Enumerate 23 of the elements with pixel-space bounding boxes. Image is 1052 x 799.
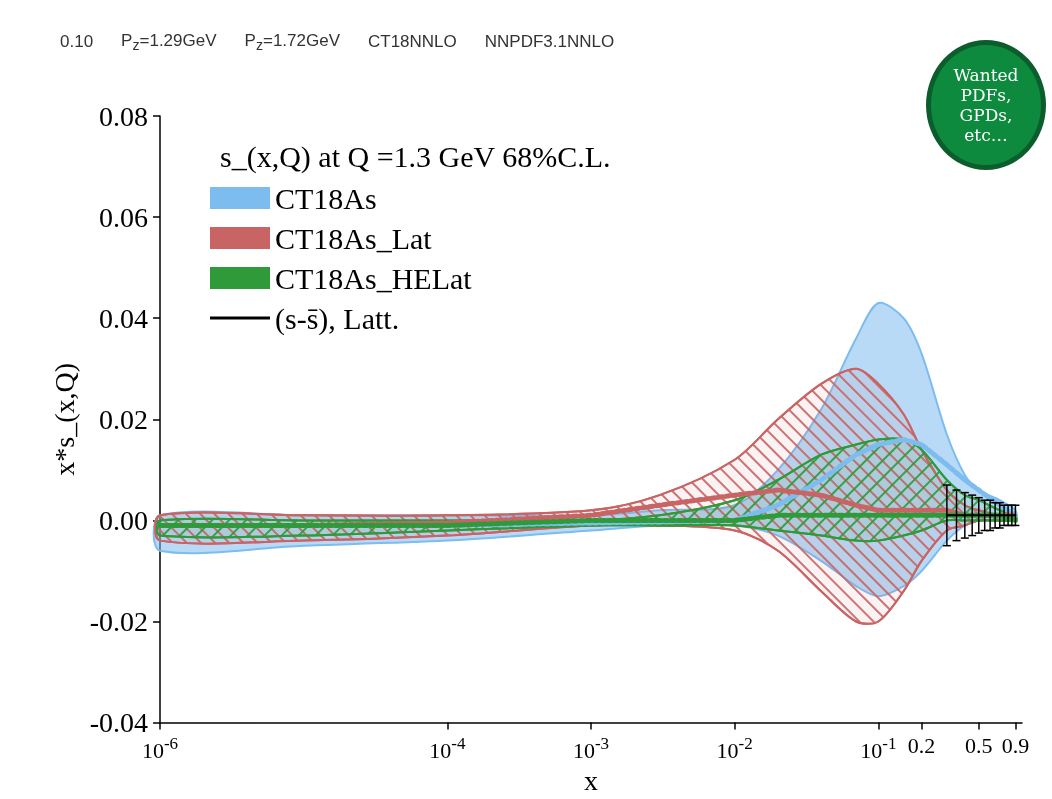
y-tick-label: 0.06 <box>99 201 148 233</box>
x-tick-label: 0.2 <box>907 733 936 759</box>
y-axis-title: x*s_(x,Q) <box>48 362 80 476</box>
circle-badge: Wanted PDFs, GPDs, etc… <box>926 40 1046 170</box>
text: NNPDF3.1NNLO <box>484 32 615 52</box>
y-tick-label: 0.00 <box>99 504 148 536</box>
x-tick-label: 0.9 <box>1001 733 1030 759</box>
legend-label: CT18As_HELat <box>275 261 473 295</box>
text: 0.10 <box>60 32 94 52</box>
x-tick-label: 0.5 <box>965 733 993 759</box>
y-tick-label: 0.08 <box>99 100 148 132</box>
y-tick-label: 0.04 <box>99 302 148 334</box>
legend-label: (s-s̄), Latt. <box>275 301 400 336</box>
x-axis-title: x <box>584 764 598 796</box>
legend-title: s_(x,Q) at Q =1.3 GeV 68%C.L. <box>220 139 611 174</box>
y-tick-label: 0.02 <box>99 403 148 435</box>
text: P$_{z}$=1.72GeV <box>244 30 340 54</box>
legend-label: CT18As <box>275 181 377 215</box>
legend-label: CT18As_Lat <box>275 221 433 255</box>
text: CT18NNLO <box>368 32 457 52</box>
y-tick-label: -0.04 <box>89 707 148 739</box>
y-tick-label: -0.02 <box>89 606 148 637</box>
text: P$_{z}$=1.29GeV <box>121 30 217 54</box>
